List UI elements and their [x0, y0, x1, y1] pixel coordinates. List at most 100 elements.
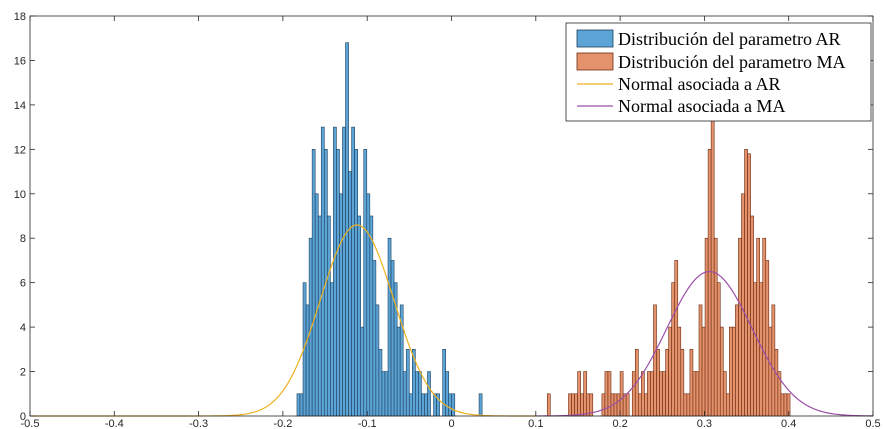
ma-histogram-bar: [571, 393, 575, 417]
ma-histogram-bar: [574, 393, 578, 417]
ma-histogram-bar: [735, 304, 739, 417]
legend-label-normal-ar: Normal asociada a AR: [618, 74, 780, 94]
ar-histogram-bar: [305, 304, 310, 417]
ma-histogram-bar: [671, 282, 676, 417]
ar-histogram-bar: [345, 42, 349, 417]
ma-histogram-bar: [625, 393, 630, 417]
legend-swatch-ma: [576, 52, 614, 71]
legend-box: [565, 22, 872, 122]
ar-histogram-bar: [296, 393, 301, 417]
ma-histogram-bar: [704, 237, 709, 417]
ma-histogram-bar: [601, 393, 606, 417]
ar-histogram-bar: [387, 237, 392, 417]
ma-histogram-bar: [710, 117, 715, 417]
ma-histogram-bar: [674, 260, 679, 417]
ma-histogram-bar: [713, 237, 718, 417]
y-tick-label: 16: [14, 55, 26, 67]
ar-histogram-bar: [351, 126, 355, 417]
ma-histogram-bar: [616, 393, 621, 417]
ma-histogram-bar: [662, 371, 666, 417]
ma-histogram-bar: [583, 371, 588, 417]
ma-histogram-bar: [744, 149, 748, 417]
ar-histogram-bar: [363, 149, 368, 417]
y-tick-label: 4: [20, 322, 26, 334]
ar-histogram-bar: [442, 349, 446, 417]
ar-histogram-bar: [317, 215, 322, 417]
ma-histogram-bar: [631, 371, 636, 417]
x-tick-label: -0.4: [105, 418, 124, 429]
ma-histogram-bar: [726, 393, 730, 417]
ar-histogram-bar: [451, 393, 456, 417]
ma-histogram-bar: [780, 393, 785, 417]
ma-histogram-bar: [719, 326, 724, 417]
ma-histogram-bar: [722, 371, 727, 417]
ma-histogram-bar: [650, 371, 654, 417]
ma-histogram-bar: [741, 193, 745, 417]
y-tick-label: 12: [14, 144, 26, 156]
y-tick-label: 10: [14, 189, 26, 201]
x-tick-label: 0.3: [697, 418, 712, 429]
ar-histogram-bar: [342, 126, 346, 417]
ar-histogram-bar: [330, 282, 334, 417]
ar-histogram-bar: [369, 215, 374, 417]
ar-histogram-bar: [421, 393, 425, 417]
ma-histogram-bar: [638, 393, 642, 417]
ar-histogram-bar: [314, 193, 319, 417]
ar-histogram-bar: [381, 371, 386, 417]
ma-histogram-bar: [546, 393, 551, 417]
legend: Distribución del parametro AR Distribuci…: [565, 22, 872, 122]
ar-histogram-bar: [357, 215, 362, 417]
ma-histogram-bar: [738, 237, 742, 417]
ma-histogram-bar: [607, 371, 612, 417]
ar-histogram-bar: [348, 171, 352, 417]
ma-histogram-bar: [604, 371, 609, 417]
ma-histogram-bar: [683, 393, 688, 417]
ma-histogram-bar: [613, 393, 618, 417]
ar-histogram-bar: [424, 393, 428, 417]
ma-histogram-bar: [707, 149, 712, 417]
ar-histogram-bar: [366, 193, 371, 417]
ma-histogram-bar: [765, 260, 770, 417]
x-tick-label: 0.1: [528, 418, 543, 429]
ar-histogram-bar: [408, 393, 413, 417]
ar-histogram-bar: [405, 349, 410, 417]
ma-histogram-bar: [771, 304, 776, 417]
ma-histogram-bar: [701, 326, 706, 417]
ma-histogram-bar: [762, 237, 767, 417]
ma-histogram-bar: [653, 304, 657, 417]
ar-histogram-bar: [396, 326, 401, 417]
ar-histogram-bar: [339, 193, 343, 417]
x-tick-label: -0.1: [358, 418, 377, 429]
plot-area: [30, 42, 874, 417]
ma-histogram-bar: [686, 393, 691, 417]
ma-histogram-bar: [750, 215, 754, 417]
ma-histogram-bar: [732, 326, 736, 417]
ma-histogram-bar: [689, 349, 694, 417]
ar-histogram-bar: [445, 371, 450, 417]
ma-histogram-bar: [747, 153, 751, 417]
ar-histogram-bar: [427, 371, 431, 417]
ar-histogram-bar: [311, 149, 316, 417]
ma-histogram-bar: [716, 282, 721, 417]
ma-histogram-bar: [783, 393, 788, 417]
ar-histogram-bar: [320, 126, 325, 417]
normal-curve-ar: [30, 224, 536, 417]
ar-histogram-bar: [415, 371, 419, 417]
ma-histogram-bar: [577, 371, 581, 417]
ma-histogram-bar: [656, 349, 660, 417]
ma-histogram-bar: [698, 304, 703, 417]
ar-histogram-bar: [336, 149, 340, 417]
ma-histogram-bar: [647, 371, 651, 417]
y-tick-label: 0: [20, 411, 26, 423]
y-axis: 0 2 4 6 8 10 12 14 16 18: [14, 11, 873, 423]
y-tick-label: 8: [20, 233, 26, 245]
ma-histogram-bar: [677, 326, 682, 417]
ar-histogram-bar: [384, 371, 389, 417]
ar-histogram-bar: [402, 371, 407, 417]
ma-histogram-bar: [774, 349, 779, 417]
ar-histogram-bar: [478, 393, 483, 417]
ma-histogram-bar: [641, 371, 645, 417]
x-tick-label: 0.5: [865, 418, 880, 429]
ma-histogram-bar: [644, 393, 648, 417]
ma-histogram-bar: [665, 349, 669, 417]
